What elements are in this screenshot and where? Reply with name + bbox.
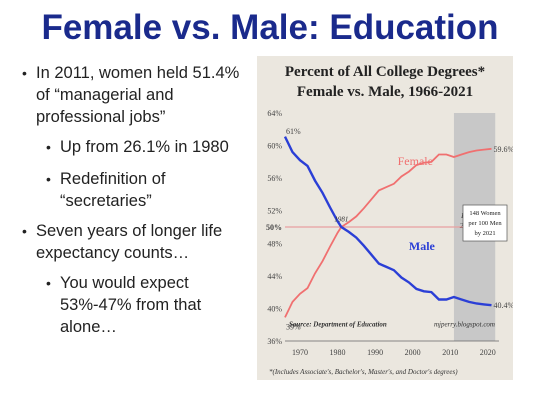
bullet-text: Redefinition of “secretaries” (60, 170, 166, 210)
chart-title: Percent of All College Degrees* (285, 64, 485, 80)
female-start-label: 39% (286, 323, 301, 332)
callout-text: per 100 Men (468, 220, 502, 227)
bullet-text: In 2011, women held 51.4% of “managerial… (36, 64, 240, 126)
y-tick-label: 56% (267, 174, 282, 183)
bullet-text: Seven years of longer life expectancy co… (36, 222, 223, 262)
x-tick-label: 2000 (405, 348, 421, 357)
x-tick-label: 1970 (292, 348, 308, 357)
male-start-label: 61% (286, 127, 301, 136)
crossover-label: 1981 (334, 215, 348, 223)
x-tick-label: 2020 (480, 348, 496, 357)
chart-subtitle: Female vs. Male, 1966-2021 (297, 84, 473, 100)
source-label: Source: Department of Education (289, 320, 387, 328)
bullet-dot-icon: • (22, 223, 27, 239)
y-tick-label: 44% (267, 272, 282, 281)
chart-panel: Percent of All College Degrees* Female v… (257, 56, 513, 380)
series-line-male (283, 136, 492, 307)
bullet-dot-icon: • (46, 139, 51, 155)
y-tick-label: 60% (267, 142, 282, 151)
bullet-text: You would expect 53%-47% from that alone… (60, 274, 202, 336)
callout-text: by 2021 (474, 230, 495, 237)
bullet-dot-icon: • (46, 275, 51, 291)
bullet-life-expectancy: • Seven years of longer life expectancy c… (22, 220, 261, 264)
fifty-percent-label: 50% (266, 223, 282, 232)
degrees-line-chart: Percent of All College Degrees* Female v… (266, 64, 513, 376)
callout-box (462, 204, 508, 242)
y-tick-label: 40% (267, 304, 282, 313)
bullet-redefinition: • Redefinition of “secretaries” (46, 168, 260, 212)
bullet-managerial-jobs: • In 2011, women held 51.4% of “manageria… (22, 62, 241, 128)
bullet-text: Up from 26.1% in 1980 (60, 138, 229, 156)
x-tick-label: 1980 (330, 348, 346, 357)
callout-text: 148 Women (469, 210, 501, 217)
x-tick-label: 2010 (442, 348, 458, 357)
y-tick-label: 48% (267, 239, 282, 248)
female-end-label: 59.6% (493, 145, 513, 154)
male-end-label: 40.4% (493, 301, 513, 310)
bullet-dot-icon: • (22, 65, 27, 81)
series-line-female (284, 147, 492, 318)
slide-title: Female vs. Male: Education (41, 8, 499, 47)
series-label-female: Female (398, 154, 433, 168)
bullet-expect-53-47: • You would expect 53%-47% from that alon… (46, 272, 260, 338)
series-label-male: Male (409, 239, 436, 253)
credit-label: mjperry.blogspot.com (434, 320, 495, 328)
chart-footnote: *(Includes Associate's, Bachelor's, Mast… (269, 368, 458, 376)
plot-area: Projected2011-202264%60%56%52%48%44%40%3… (266, 109, 513, 357)
y-tick-label: 36% (267, 337, 282, 346)
y-tick-label: 64% (267, 109, 282, 118)
x-tick-label: 1990 (367, 348, 383, 357)
y-tick-label: 52% (267, 207, 282, 216)
bullet-up-from-1980: • Up from 26.1% in 1980 (46, 136, 260, 158)
bullet-dot-icon: • (46, 171, 51, 187)
